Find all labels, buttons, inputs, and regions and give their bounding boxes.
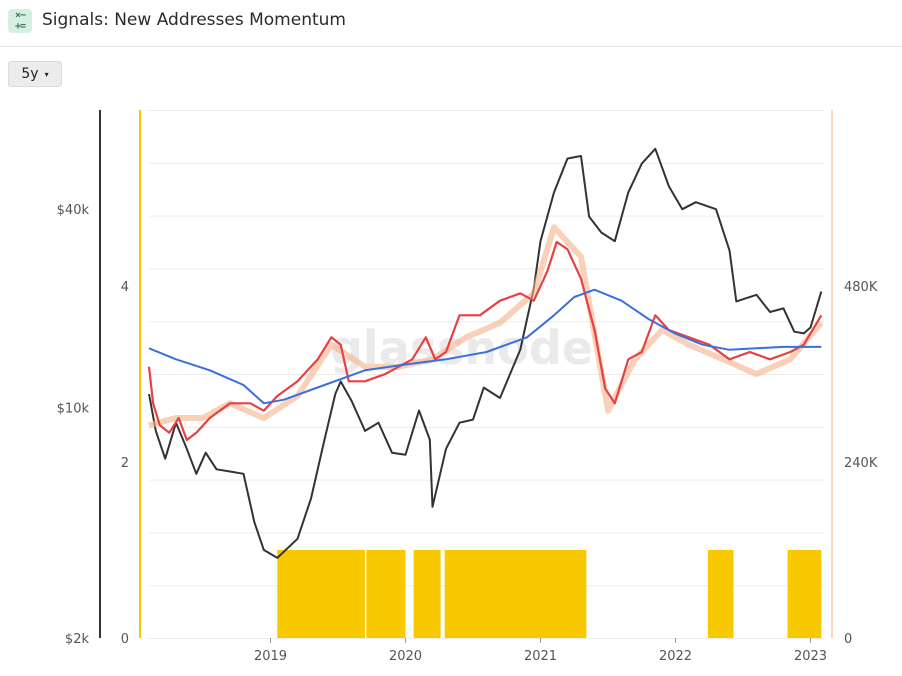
series-line-3 (148, 288, 822, 405)
addresses-tick-label: 240K (844, 456, 878, 471)
range-selector-button[interactable]: 5y ▾ (8, 61, 62, 87)
signal-bar (277, 550, 365, 638)
price-tick-label: $2k (65, 632, 90, 647)
signal-bar (444, 550, 587, 638)
x-tick-label: 2021 (524, 649, 557, 664)
x-tick-label: 2023 (794, 649, 827, 664)
signal-tick-label: 4 (121, 280, 129, 295)
signal-tick-label: 2 (121, 456, 129, 471)
chart-series (147, 147, 824, 559)
chevron-down-icon: ▾ (44, 69, 49, 79)
x-tick-label: 2020 (389, 649, 422, 664)
signal-bar (707, 550, 734, 638)
series-line-1 (148, 224, 824, 429)
signal-bar (366, 550, 406, 638)
price-tick-label: $40k (57, 203, 90, 218)
header-bar: ×− += Signals: New Addresses Momentum (0, 0, 902, 47)
series-line-0 (148, 147, 823, 559)
chart-axes: $2k $10k $40k 0 2 4 0 240K 480K 2019 2020 2021 2022 2… (57, 110, 878, 664)
page-title: Signals: New Addresses Momentum (42, 10, 346, 30)
calculator-icon: ×− += (8, 9, 32, 33)
x-tick-label: 2022 (659, 649, 692, 664)
addresses-tick-label: 480K (844, 280, 878, 295)
signal-bar (787, 550, 822, 638)
signal-bars (277, 550, 822, 638)
range-label: 5y (21, 66, 39, 82)
signal-tick-label: 0 (121, 632, 129, 647)
price-tick-label: $10k (57, 402, 90, 417)
signal-bar (413, 550, 441, 638)
addresses-tick-label: 0 (844, 632, 852, 647)
x-tick-label: 2019 (254, 649, 287, 664)
